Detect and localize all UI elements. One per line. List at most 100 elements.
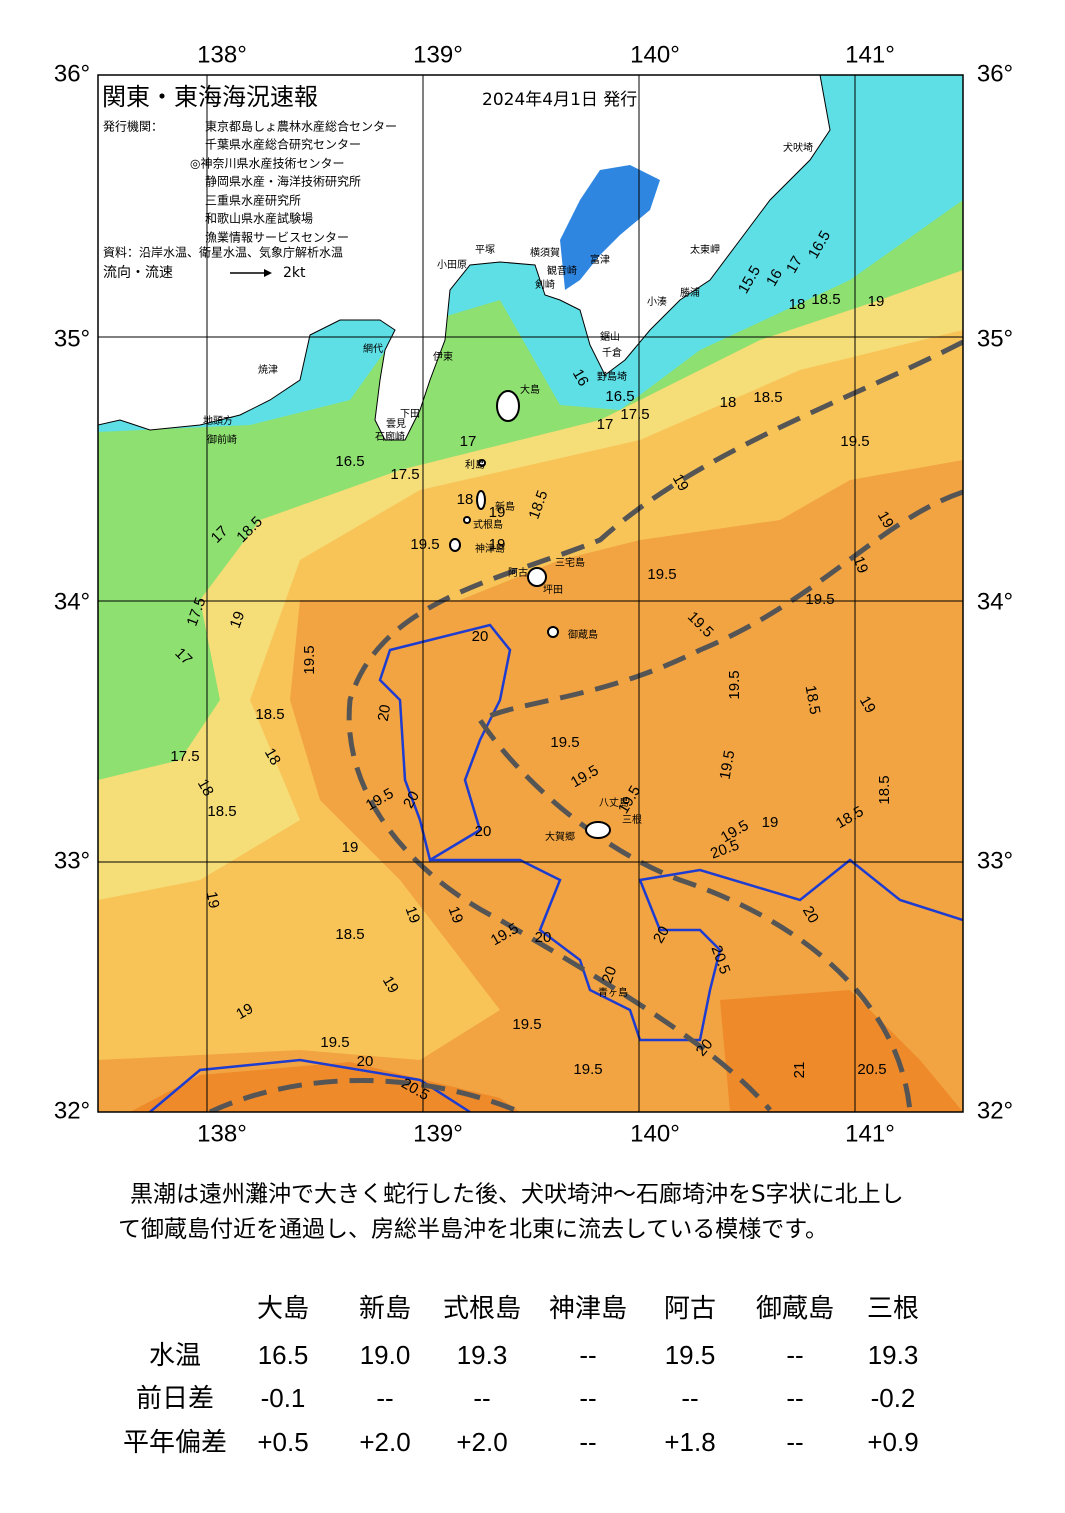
place-name: 横須賀: [530, 246, 560, 259]
place-name: 富津: [590, 253, 610, 266]
contour-label: 19.5: [320, 1034, 349, 1051]
contour-label: 18: [720, 394, 737, 411]
cell: +1.8: [664, 1427, 715, 1457]
contour-label: 18.5: [207, 803, 236, 820]
row-label: 前日差: [136, 1383, 214, 1413]
place-name: 三根: [622, 813, 642, 826]
contour-label: 19: [669, 471, 692, 494]
issuer: 和歌山県水産試験場: [205, 211, 313, 226]
place-name: 野島埼: [597, 370, 627, 383]
cell: --: [786, 1427, 803, 1457]
contour-label: 19.5: [301, 645, 318, 674]
place-name: 三宅島: [555, 556, 585, 569]
contour-label: 18.5: [335, 926, 364, 943]
lon-label: 141°: [845, 41, 895, 68]
cell: 19.0: [360, 1340, 411, 1370]
contour-label: 20: [357, 1053, 374, 1070]
lat-label: 35°: [54, 325, 90, 352]
contour-label: 19: [379, 973, 402, 996]
contour-label: 20: [799, 903, 822, 926]
contour-label: 19.5: [840, 433, 869, 450]
contour-label: 18.5: [255, 706, 284, 723]
cell: --: [579, 1427, 596, 1457]
flow-arrow-head: [264, 269, 272, 277]
contour-label: 20: [472, 628, 489, 645]
contour-label: 17.5: [170, 748, 199, 765]
lon-label: 140°: [630, 1120, 680, 1147]
map: [98, 75, 963, 1112]
cell: -0.2: [871, 1383, 916, 1413]
lat-label: 33°: [54, 847, 90, 874]
contour-label: 20: [650, 923, 673, 946]
contour-label: 18: [789, 296, 806, 313]
place-name: 御蔵島: [568, 628, 598, 641]
issuer: 静岡県水産・海洋技術研究所: [205, 174, 361, 189]
lat-label: 33°: [977, 847, 1013, 874]
contour-label: 17: [460, 433, 477, 450]
contour-label: 17: [783, 253, 806, 276]
tokyo-bay: [560, 165, 660, 290]
place-name: 御前崎: [207, 433, 237, 446]
place-name: 観音崎: [547, 264, 577, 277]
contour-label: 16.5: [605, 388, 634, 405]
place-name: 小田原: [437, 259, 467, 271]
contour-label: 19: [233, 1000, 256, 1023]
contour-label: 19.5: [647, 566, 676, 583]
contour-label: 19.5: [410, 536, 439, 553]
contour-label: 16.5: [335, 453, 364, 470]
contour-label: 19: [227, 609, 249, 630]
land: [98, 75, 831, 441]
islands: [449, 390, 611, 839]
place-name: 神津島: [475, 542, 505, 555]
place-name: 新島: [495, 500, 515, 513]
contour-label: 19: [489, 504, 506, 521]
contour-label: 18.5: [811, 291, 840, 308]
contour-label: 19: [203, 890, 223, 909]
lat-label: 32°: [54, 1097, 90, 1124]
contour-label: 18.5: [802, 684, 824, 716]
contour-label: 18: [261, 745, 284, 768]
lon-label: 141°: [845, 1120, 895, 1147]
place-name: 阿古: [508, 566, 528, 579]
contour-label: 19: [850, 554, 872, 575]
place-name: 下田: [400, 409, 420, 420]
flow-scale: 2kt: [283, 265, 306, 281]
hot-zone: [130, 990, 963, 1112]
summary-line: 黒潮は遠州灘沖で大きく蛇行した後、犬吠埼沖～石廊埼沖をS字状に北上し: [130, 1182, 904, 1208]
place-name: 小湊: [647, 295, 667, 308]
contour-label: 16: [763, 266, 786, 289]
lat-label: 34°: [54, 588, 90, 615]
contour-label: 20: [535, 929, 552, 946]
flow-label: 流向・流速: [103, 265, 173, 281]
contour-label: 19: [445, 904, 467, 925]
column-header: 御蔵島: [756, 1293, 834, 1323]
place-name: 雲見: [386, 418, 406, 430]
issuer: 三重県水産研究所: [205, 193, 301, 208]
lon-label: 138°: [197, 1120, 247, 1147]
cell: --: [786, 1383, 803, 1413]
place-name: 利島: [465, 458, 485, 471]
place-name: 剣崎: [535, 278, 555, 291]
contour-label: 19.5: [717, 749, 739, 781]
place-name: 犬吠埼: [783, 141, 813, 154]
cell: --: [579, 1383, 596, 1413]
contour-label: 19: [856, 693, 879, 716]
contour-20: [149, 623, 963, 1112]
contour-label: 17: [597, 416, 614, 433]
cell: +2.0: [359, 1427, 410, 1457]
source: 資料：沿岸水温、衛星水温、気象庁解析水温: [103, 245, 343, 260]
cell: 16.5: [258, 1340, 309, 1370]
summary-line: て御蔵島付近を通過し、房総半島沖を北東に流去している模様です。: [118, 1217, 828, 1243]
lon-label: 139°: [413, 1120, 463, 1147]
contour-label: 17.5: [620, 406, 649, 423]
column-header: 三根: [867, 1293, 919, 1323]
issue-date: 2024年4月1日 発行: [482, 90, 637, 110]
contour-label: 16: [569, 366, 592, 389]
cell: --: [473, 1383, 490, 1413]
issuer: ◎神奈川県水産技術センター: [190, 156, 344, 171]
cell: 19.5: [665, 1340, 716, 1370]
lon-label: 138°: [197, 41, 247, 68]
cell: --: [681, 1383, 698, 1413]
contour-label: 19: [868, 293, 885, 310]
